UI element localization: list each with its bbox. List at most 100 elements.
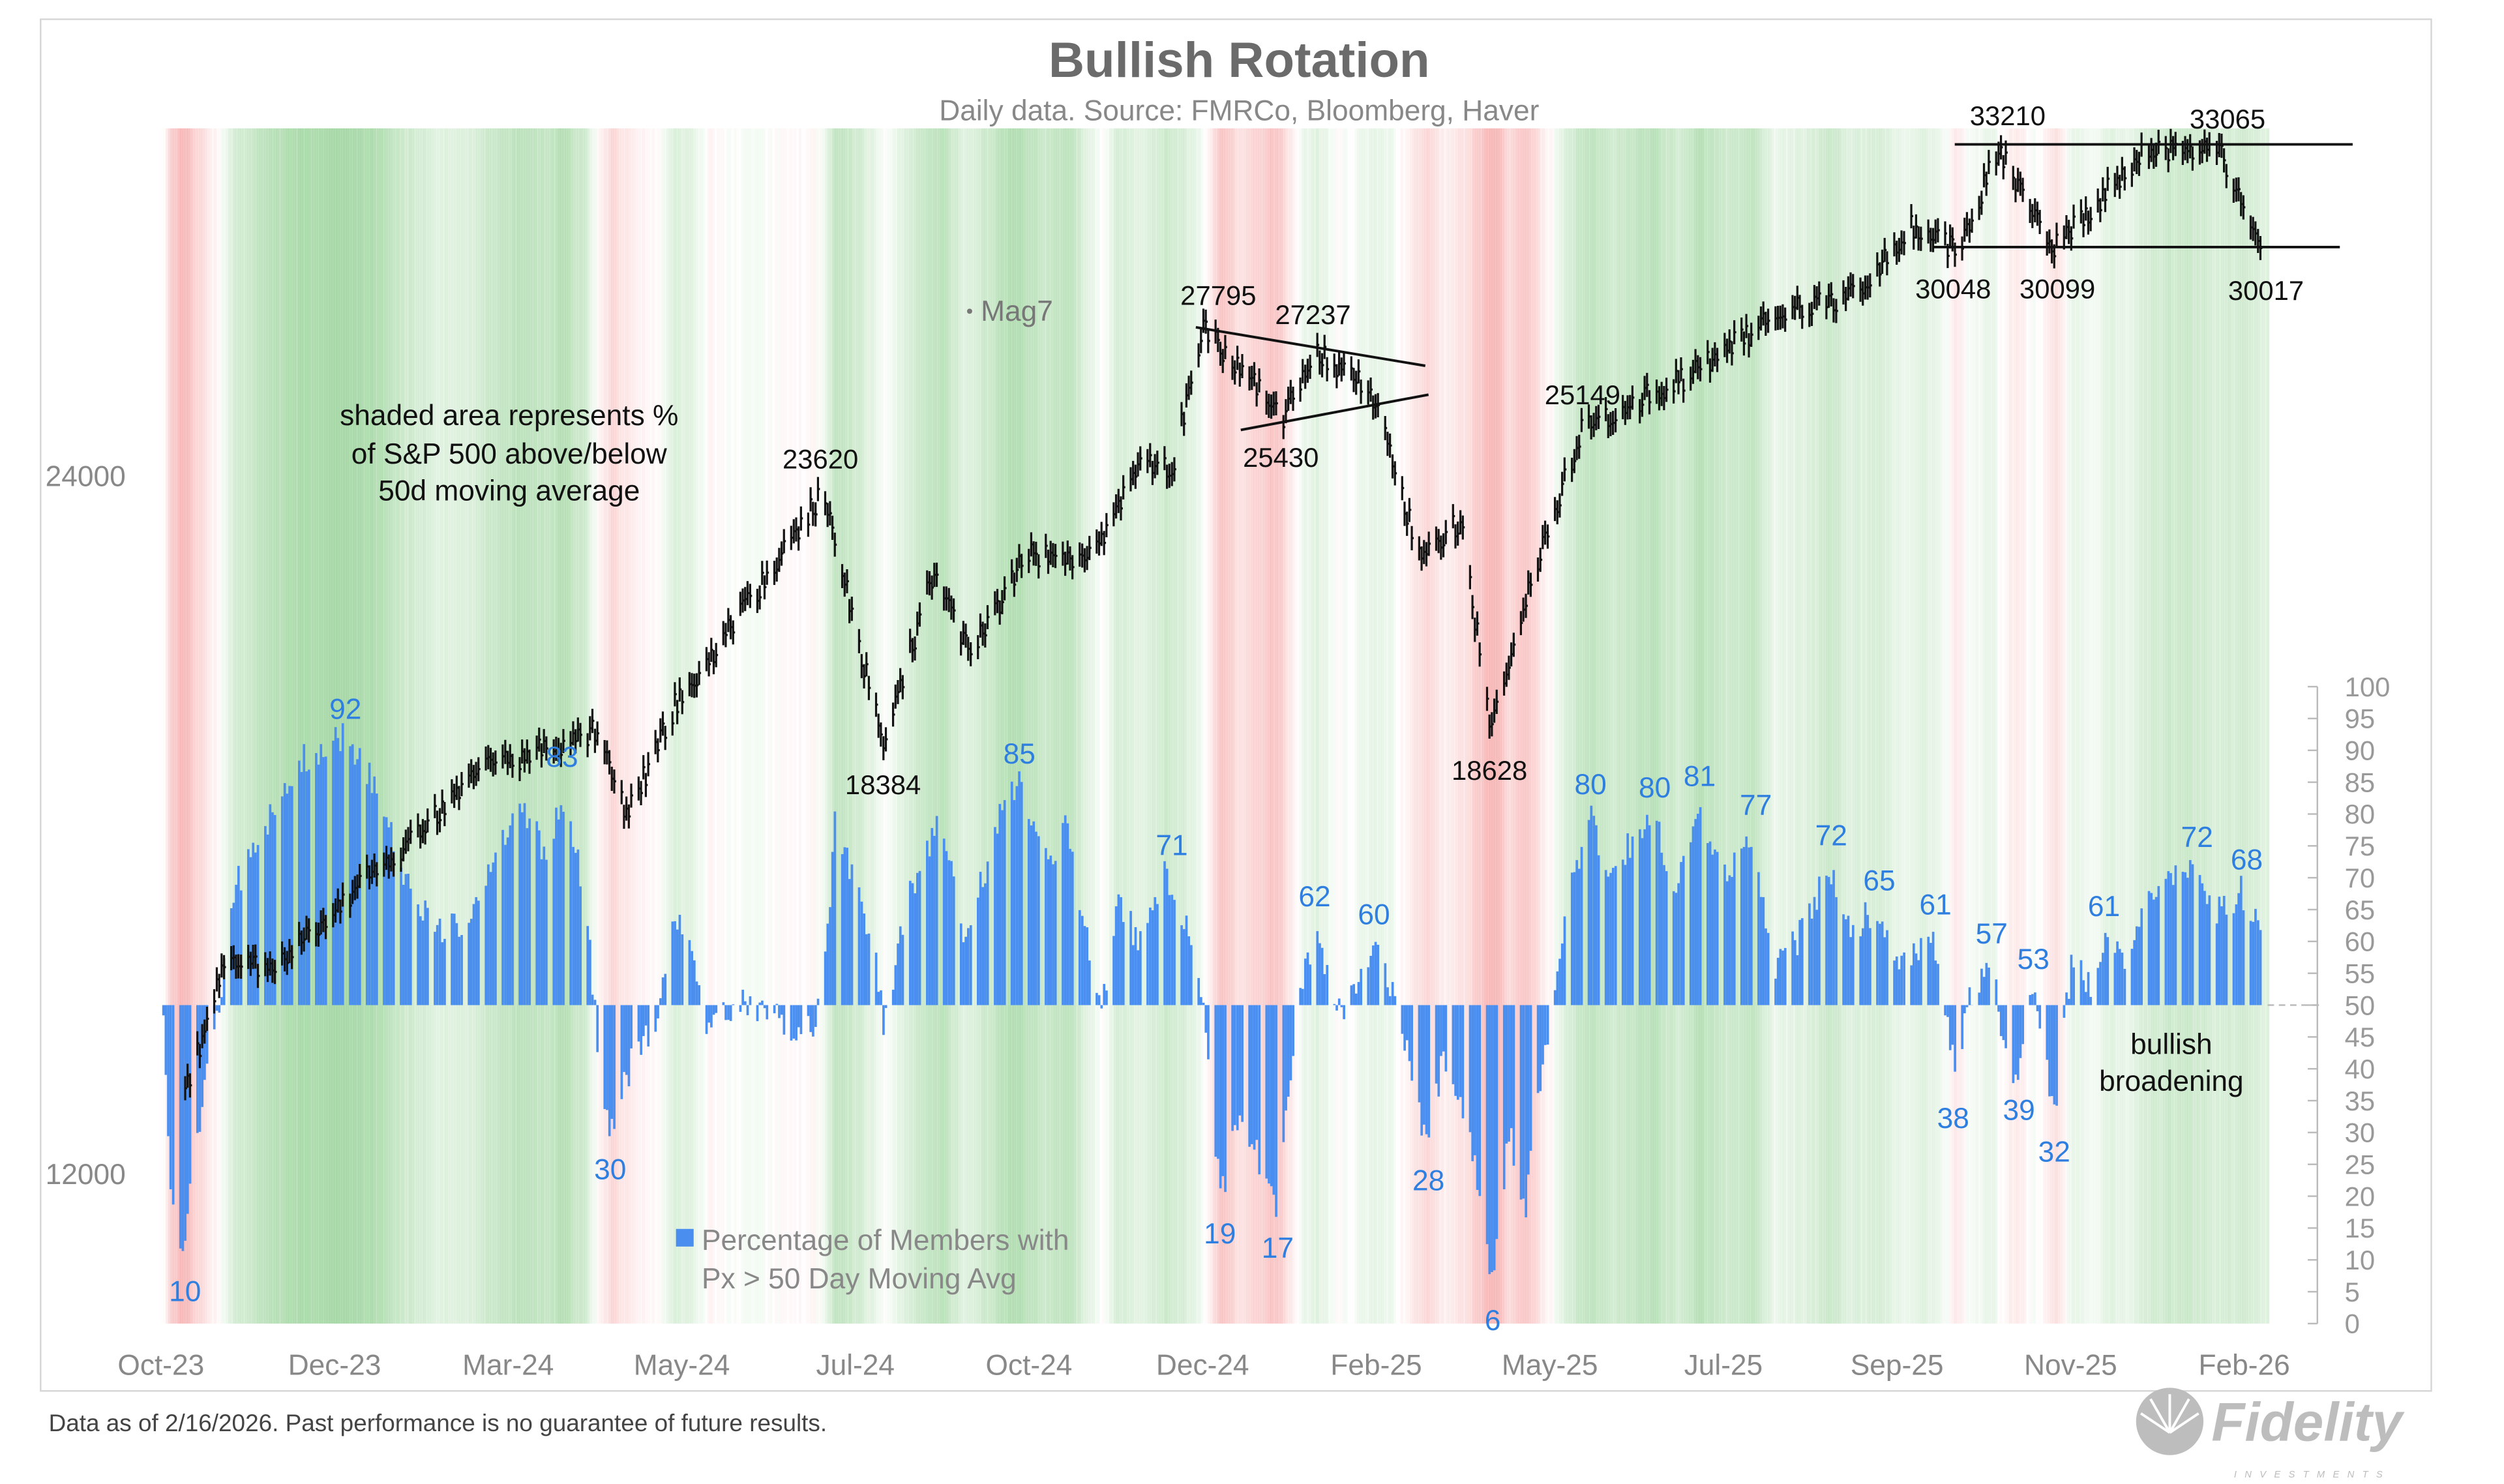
shading-band <box>2019 128 2022 1324</box>
shading-band <box>370 128 373 1324</box>
breadth-bar <box>2079 960 2083 1005</box>
shading-band <box>1239 128 1242 1324</box>
shading-band <box>1345 128 1348 1324</box>
breadth-bar <box>1624 865 1627 1005</box>
shading-band <box>657 128 659 1324</box>
breadth-bar <box>557 819 560 1005</box>
price-annotation: 30048 <box>1915 274 1991 304</box>
shading-band <box>1701 128 1704 1324</box>
breadth-bar <box>1319 943 1321 1005</box>
shading-band <box>348 128 351 1324</box>
breadth-bar <box>1045 848 1047 1005</box>
shading-band <box>1590 128 1594 1324</box>
shading-band <box>832 128 835 1324</box>
shading-band <box>1521 128 1524 1324</box>
shading-band <box>2055 128 2058 1324</box>
breadth-bar <box>1495 1005 1498 1239</box>
shading-band <box>1501 128 1504 1324</box>
shading-band <box>226 128 229 1324</box>
breadth-bar <box>2099 962 2102 1005</box>
breadth-bar <box>1372 945 1375 1005</box>
breadth-bar <box>1851 925 1855 1005</box>
breadth-bar <box>288 786 291 1005</box>
shading-band <box>2261 128 2265 1324</box>
shading-band <box>584 128 588 1324</box>
shading-band <box>1864 128 1868 1324</box>
shading-band <box>2160 128 2164 1324</box>
shading-band <box>1537 128 1540 1324</box>
breadth-bar <box>1677 883 1680 1005</box>
shading-band <box>387 128 390 1324</box>
shading-band <box>1092 128 1096 1324</box>
breadth-bar <box>2205 904 2209 1005</box>
breadth-annotation: 61 <box>2088 891 2120 923</box>
left-tick-label-24000: 24000 <box>46 461 126 493</box>
shading-band <box>495 128 498 1324</box>
shading-band <box>1937 128 1940 1324</box>
shading-band <box>856 128 859 1324</box>
shading-band <box>1407 128 1410 1324</box>
breadth-bar <box>959 923 962 1005</box>
shading-band <box>1672 128 1675 1324</box>
shading-band <box>276 128 279 1324</box>
shading-band <box>707 128 710 1324</box>
breadth-bar <box>795 1005 797 1041</box>
shading-band <box>1773 128 1776 1324</box>
breadth-bar <box>1238 1005 1242 1116</box>
breadth-bar <box>1452 1005 1455 1084</box>
breadth-bar <box>2169 873 2172 1005</box>
right-tick-label: 10 <box>2345 1245 2376 1275</box>
shading-band <box>531 128 535 1324</box>
breadth-bar <box>1299 988 1302 1005</box>
breadth-bar <box>1862 928 1864 1005</box>
shading-band <box>1686 128 1690 1324</box>
shading-band <box>1886 128 1890 1324</box>
shading-band <box>1605 128 1608 1324</box>
breadth-bar <box>186 1005 189 1214</box>
breadth-bar <box>1742 846 1746 1005</box>
shading-band <box>214 128 216 1324</box>
breadth-bar <box>695 981 698 1005</box>
shading-band <box>801 128 804 1324</box>
shading-band <box>1811 128 1815 1324</box>
breadth-bar <box>1965 1005 1969 1007</box>
breadth-bar <box>1088 960 1091 1005</box>
breadth-bar <box>2147 891 2151 1005</box>
shading-band <box>1335 128 1338 1324</box>
background-shading <box>166 128 2270 1324</box>
shading-band <box>1845 128 1849 1324</box>
breadth-bar <box>659 998 662 1005</box>
shading-note-line-1: shaded area represents % <box>340 400 678 432</box>
shading-band <box>1540 128 1543 1324</box>
shading-band <box>811 128 814 1324</box>
shading-band <box>1179 128 1182 1324</box>
shading-band <box>1472 128 1476 1324</box>
shading-band <box>539 128 542 1324</box>
breadth-bar <box>198 1005 201 1132</box>
breadth-bar <box>2184 872 2187 1005</box>
shading-band <box>1896 128 1899 1324</box>
breadth-bar <box>2150 893 2153 1005</box>
breadth-bar <box>1304 958 1307 1005</box>
shading-band <box>1352 128 1355 1324</box>
shading-band <box>1761 128 1765 1324</box>
breadth-bar <box>1236 1005 1239 1131</box>
breadth-bar <box>2259 930 2262 1005</box>
breadth-bar <box>1813 897 1816 1005</box>
breadth-bar <box>392 851 395 1005</box>
breadth-bar <box>1326 965 1329 1005</box>
breadth-bar <box>797 1005 800 1028</box>
shading-band <box>1152 128 1155 1324</box>
breadth-bar <box>642 1005 645 1037</box>
shading-band <box>2166 128 2169 1324</box>
shading-band <box>630 128 633 1324</box>
shading-band <box>479 128 481 1324</box>
right-tick-label: 100 <box>2345 672 2391 702</box>
breadth-bar <box>1258 1005 1261 1175</box>
shading-band <box>1867 128 1870 1324</box>
shading-band <box>2175 128 2178 1324</box>
shading-band <box>873 128 876 1324</box>
shading-band <box>440 128 443 1324</box>
shading-band <box>2031 128 2034 1324</box>
breadth-bar <box>576 849 580 1005</box>
